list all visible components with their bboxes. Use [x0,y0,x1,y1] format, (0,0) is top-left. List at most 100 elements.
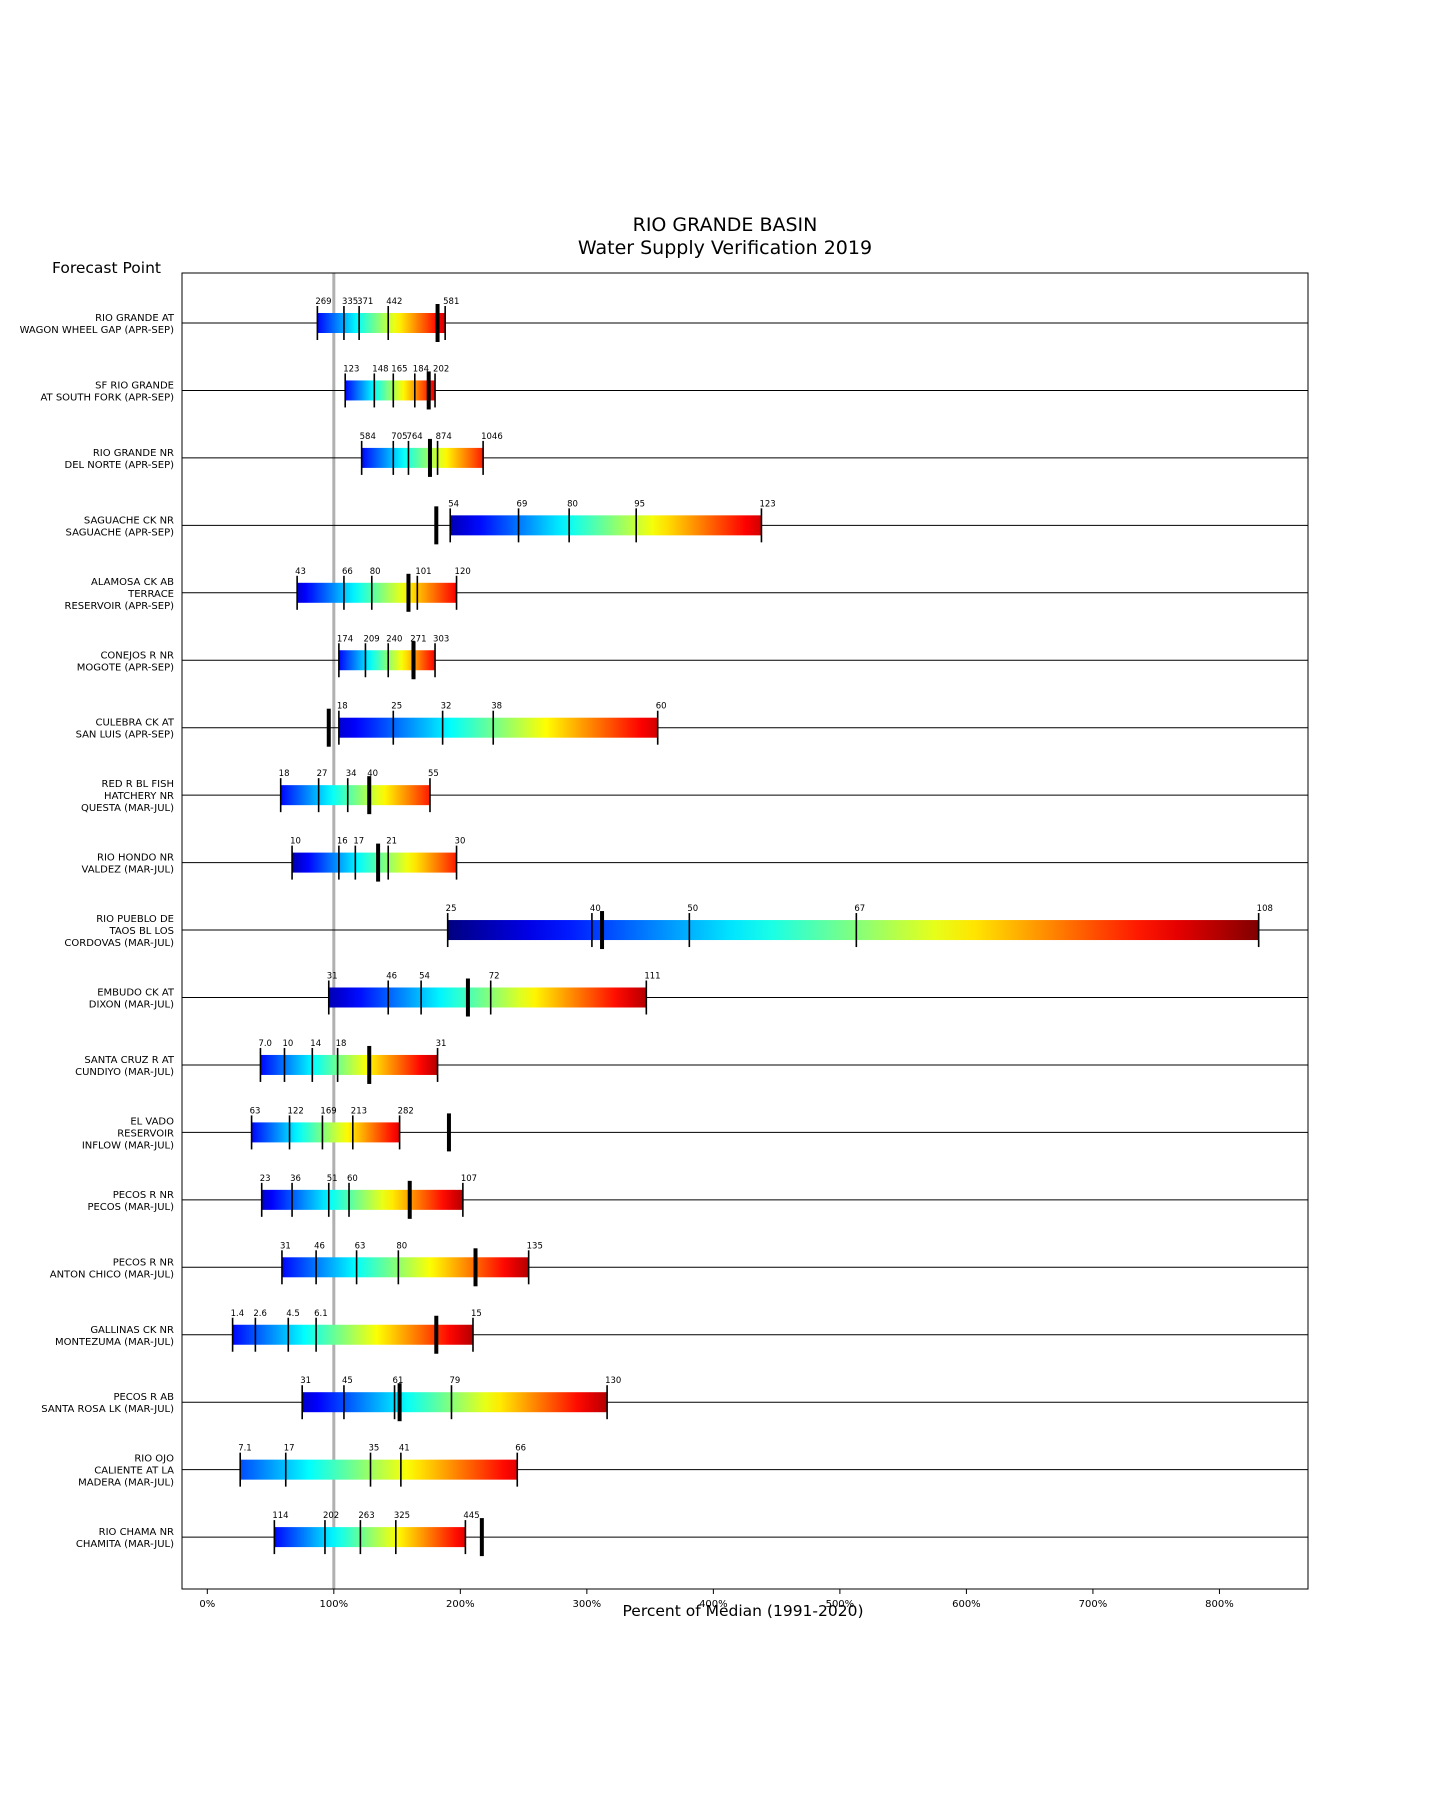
exceedance-value-label: 60 [347,1174,358,1184]
exceedance-value-label: 66 [342,567,353,577]
forecast-range-bar [281,1257,529,1278]
forecast-point-label: RIO GRANDE NR [93,448,174,459]
exceedance-value-label: 31 [300,1376,311,1386]
exceedance-value-label: 165 [391,364,407,374]
exceedance-value-label: 14 [310,1039,321,1049]
exceedance-value-label: 2.6 [253,1309,267,1319]
exceedance-value-label: 114 [272,1511,288,1521]
exceedance-value-label: 325 [394,1511,410,1521]
forecast-point-label: AT SOUTH FORK (APR-SEP) [40,392,174,403]
forecast-range-bar [260,1054,438,1075]
forecast-point-label: EMBUDO CK AT [97,988,175,999]
exceedance-value-label: 123 [759,499,775,509]
exceedance-value-label: 705 [391,432,407,442]
plot-frame [181,272,1309,1590]
exceedance-value-label: 335 [342,297,358,307]
exceedance-value-label: 63 [355,1241,366,1251]
forecast-point-label: SAN LUIS (APR-SEP) [76,730,175,741]
forecast-range-bar [450,515,762,536]
exceedance-value-label: 45 [342,1376,353,1386]
exceedance-value-label: 35 [369,1444,380,1454]
exceedance-value-label: 874 [436,432,452,442]
forecast-point-label: RESERVOIR [117,1128,174,1139]
exceedance-value-label: 67 [854,904,865,914]
exceedance-value-label: 581 [443,297,459,307]
exceedance-value-label: 764 [406,432,422,442]
x-tick-label: 200% [446,1599,475,1610]
forecast-point-label: CALIENTE AT LA [94,1466,174,1477]
forecast-point-label: SANTA CRUZ R AT [84,1055,175,1066]
exceedance-value-label: 123 [343,364,359,374]
exceedance-value-label: 240 [386,634,402,644]
forecast-point-label: GALLINAS CK NR [90,1325,174,1336]
exceedance-value-label: 80 [370,567,381,577]
exceedance-value-label: 15 [471,1309,482,1319]
x-tick-label: 500% [826,1599,855,1610]
exceedance-value-label: 263 [358,1511,374,1521]
forecast-point-label: RESERVOIR (APR-SEP) [65,601,175,612]
exceedance-value-label: 72 [489,972,500,982]
exceedance-value-label: 148 [372,364,388,374]
exceedance-value-label: 63 [250,1106,261,1116]
exceedance-value-label: 31 [327,972,338,982]
forecast-point-label: TERRACE [127,589,174,600]
exceedance-value-label: 46 [314,1241,325,1251]
forecast-point-label: WAGON WHEEL GAP (APR-SEP) [20,325,174,336]
exceedance-value-label: 120 [455,567,471,577]
forecast-range-bar [361,447,484,468]
exceedance-value-label: 10 [282,1039,293,1049]
x-tick-label: 400% [699,1599,728,1610]
exceedance-value-label: 303 [433,634,449,644]
forecast-point-label: PECOS (MAR-JUL) [87,1202,174,1213]
forecast-point-label: CUNDIYO (MAR-JUL) [75,1067,174,1078]
exceedance-value-label: 174 [337,634,353,644]
exceedance-value-label: 25 [391,702,402,712]
forecast-point-label: PECOS R NR [113,1257,174,1268]
forecast-point-label: HATCHERY NR [104,791,174,802]
forecast-point-label: RIO PUEBLO DE [96,914,174,925]
forecast-point-label: PECOS R AB [113,1392,174,1403]
forecast-point-label: ANTON CHICO (MAR-JUL) [50,1269,174,1280]
exceedance-value-label: 31 [280,1241,291,1251]
forecast-range-bar [240,1459,518,1480]
x-tick-label: 0% [199,1599,215,1610]
exceedance-value-label: 445 [463,1511,479,1521]
forecast-point-label: RIO GRANDE AT [95,313,175,324]
exceedance-value-label: 18 [279,769,290,779]
exceedance-value-label: 54 [448,499,459,509]
exceedance-value-label: 66 [515,1444,526,1454]
exceedance-value-label: 32 [441,702,452,712]
exceedance-value-label: 4.5 [286,1309,300,1319]
forecast-point-label: QUESTA (MAR-JUL) [81,803,174,814]
forecast-range-bar [292,852,457,873]
exceedance-value-label: 1046 [481,432,503,442]
forecast-point-label: INFLOW (MAR-JUL) [82,1140,174,1151]
forecast-range-bar [345,380,436,401]
forecast-range-bar [447,920,1259,941]
forecast-point-label: MADERA (MAR-JUL) [78,1478,174,1489]
exceedance-value-label: 30 [455,837,466,847]
exceedance-value-label: 51 [327,1174,338,1184]
forecast-point-label: CHAMITA (MAR-JUL) [76,1539,174,1550]
forecast-point-label: MOGOTE (APR-SEP) [77,662,174,673]
forecast-range-bar [251,1122,400,1143]
forecast-point-label: EL VADO [130,1116,174,1127]
forecast-point-label: SAGUACHE (APR-SEP) [66,527,175,538]
exceedance-value-label: 40 [367,769,378,779]
exceedance-value-label: 10 [290,837,301,847]
exceedance-value-label: 50 [687,904,698,914]
x-tick-label: 800% [1205,1599,1234,1610]
x-tick-label: 300% [573,1599,602,1610]
exceedance-value-label: 27 [317,769,328,779]
